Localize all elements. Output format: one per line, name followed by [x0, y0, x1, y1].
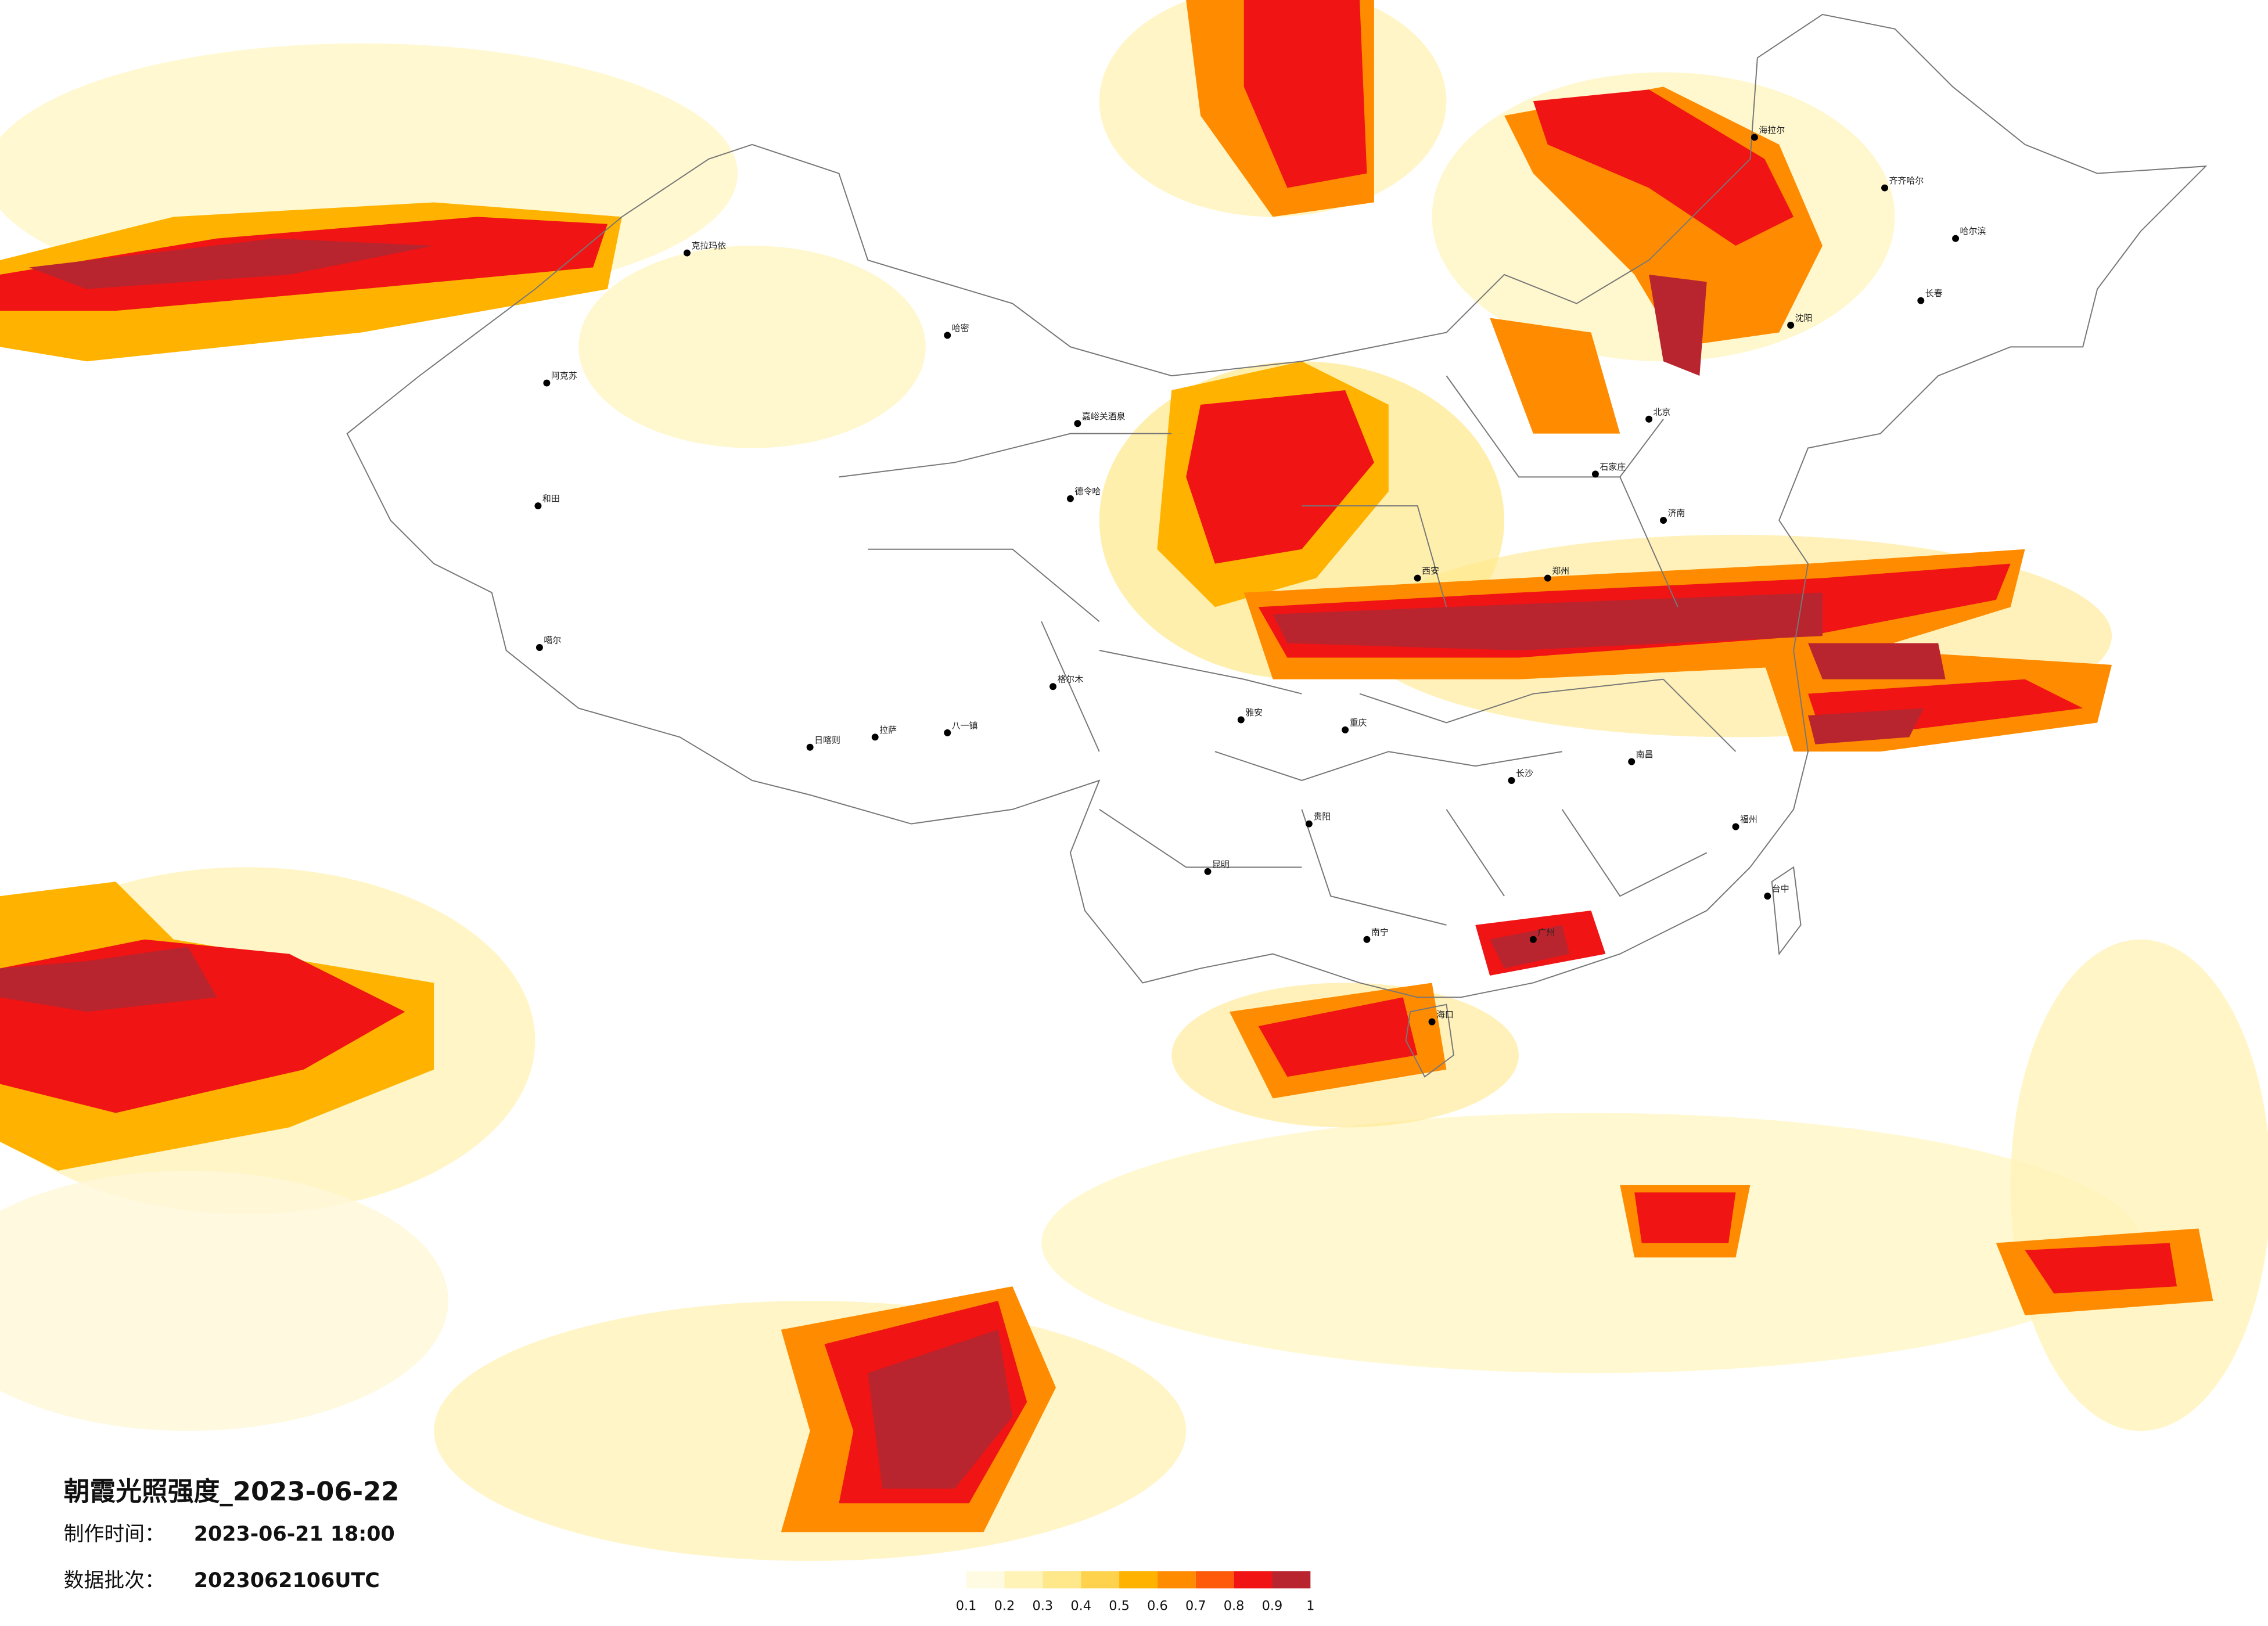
intensity-field: [0, 0, 2268, 1561]
city-dot: [1764, 893, 1771, 900]
city-dot: [1660, 517, 1667, 524]
city-label: 齐齐哈尔: [1889, 175, 1924, 186]
city-label: 广州: [1537, 927, 1555, 937]
legend-tick-label: 0.4: [1070, 1599, 1091, 1614]
city-label: 八一镇: [952, 720, 978, 731]
city-label: 拉萨: [879, 725, 897, 735]
legend-tick-label: 0.9: [1262, 1599, 1283, 1614]
city-label: 昆明: [1212, 859, 1230, 869]
city-label: 南宁: [1371, 927, 1389, 937]
legend-tick-label: 1: [1306, 1599, 1314, 1614]
legend-swatch: [1234, 1571, 1273, 1589]
city-dot: [543, 379, 551, 387]
city-dot: [1529, 936, 1537, 943]
city-dot: [1363, 936, 1371, 943]
legend-tick-label: 0.5: [1109, 1599, 1130, 1614]
city-label: 克拉玛依: [691, 240, 726, 251]
city-label: 海口: [1436, 1009, 1454, 1020]
city-label: 台中: [1772, 884, 1789, 894]
city-label: 重庆: [1350, 717, 1367, 728]
city-label: 噶尔: [544, 635, 561, 646]
city-label: 郑州: [1552, 566, 1569, 576]
made-time-label: 制作时间：: [64, 1523, 165, 1546]
city-label: 海拉尔: [1759, 125, 1785, 135]
city-dot: [1591, 470, 1599, 478]
city-dot: [944, 332, 951, 339]
city-dot: [1074, 420, 1081, 427]
city-dot: [1917, 297, 1925, 304]
legend-swatch: [1119, 1571, 1158, 1589]
city-label: 雅安: [1245, 707, 1263, 718]
city-label: 石家庄: [1600, 462, 1626, 472]
city-dot: [1066, 495, 1074, 502]
city-label: 贵阳: [1313, 811, 1331, 822]
city-dot: [1881, 184, 1889, 192]
city-label: 长沙: [1516, 768, 1533, 779]
legend-swatch: [1272, 1571, 1311, 1589]
legend-tick-label: 0.6: [1147, 1599, 1168, 1614]
city-dot: [1204, 868, 1212, 875]
city-label: 济南: [1667, 508, 1685, 519]
map-title: 朝霞光照强度_2023-06-22: [64, 1476, 400, 1506]
city-label: 日喀则: [814, 735, 840, 745]
city-dot: [1628, 758, 1636, 765]
city-dot: [1508, 777, 1515, 784]
city-dot: [944, 729, 951, 736]
legend: 0.1 0.2 0.3 0.4 0.5 0.6 0.7 0.8 0.9 1: [956, 1571, 1314, 1614]
city-dot: [1049, 683, 1057, 690]
city-dot: [1952, 235, 1960, 242]
city-dot: [1645, 415, 1653, 423]
city-label: 和田: [542, 494, 560, 504]
city-dot: [1732, 823, 1739, 830]
city-dot: [1544, 574, 1551, 582]
legend-swatch: [966, 1571, 1005, 1589]
city-label: 南昌: [1636, 749, 1654, 760]
legend-swatch: [1195, 1571, 1234, 1589]
legend-swatch: [1043, 1571, 1081, 1589]
legend-tick-label: 0.2: [994, 1599, 1015, 1614]
city-label: 嘉峪关酒泉: [1082, 411, 1126, 422]
city-dot: [871, 733, 879, 741]
batch-label: 数据批次：: [64, 1569, 165, 1592]
city-dot: [1787, 322, 1795, 329]
city-dot: [535, 644, 543, 651]
legend-tick-label: 0.3: [1033, 1599, 1054, 1614]
legend-swatch: [1157, 1571, 1196, 1589]
city-dot: [1342, 726, 1349, 733]
city-label: 阿克苏: [551, 370, 577, 381]
city-label: 沈阳: [1795, 313, 1813, 323]
city-dot: [1305, 820, 1313, 828]
city-dot: [534, 502, 542, 510]
legend-swatch: [1004, 1571, 1043, 1589]
city-label: 长春: [1925, 288, 1943, 298]
made-time-value: 2023-06-21 18:00: [194, 1523, 395, 1546]
batch-value: 2023062106UTC: [194, 1569, 380, 1592]
legend-tick-label: 0.8: [1224, 1599, 1245, 1614]
city-dot: [1428, 1018, 1436, 1026]
city-label: 哈尔滨: [1960, 226, 1986, 236]
city-label: 格尔木: [1058, 674, 1084, 685]
city-label: 北京: [1654, 406, 1671, 417]
city-label: 福州: [1740, 814, 1757, 825]
city-dot: [1237, 716, 1245, 724]
city-dot: [1751, 134, 1758, 141]
city-dot: [806, 743, 814, 751]
legend-swatch: [1081, 1571, 1120, 1589]
boundaries: [346, 13, 2208, 1078]
city-dot: [683, 249, 691, 257]
legend-tick-label: 0.1: [956, 1599, 977, 1614]
city-label: 西安: [1422, 566, 1439, 576]
caption: 朝霞光照强度_2023-06-22 制作时间： 2023-06-21 18:00…: [64, 1476, 400, 1592]
city-label: 哈密: [952, 323, 969, 333]
legend-tick-label: 0.7: [1185, 1599, 1206, 1614]
city-label: 德令哈: [1074, 486, 1101, 497]
city-dot: [1414, 574, 1421, 582]
